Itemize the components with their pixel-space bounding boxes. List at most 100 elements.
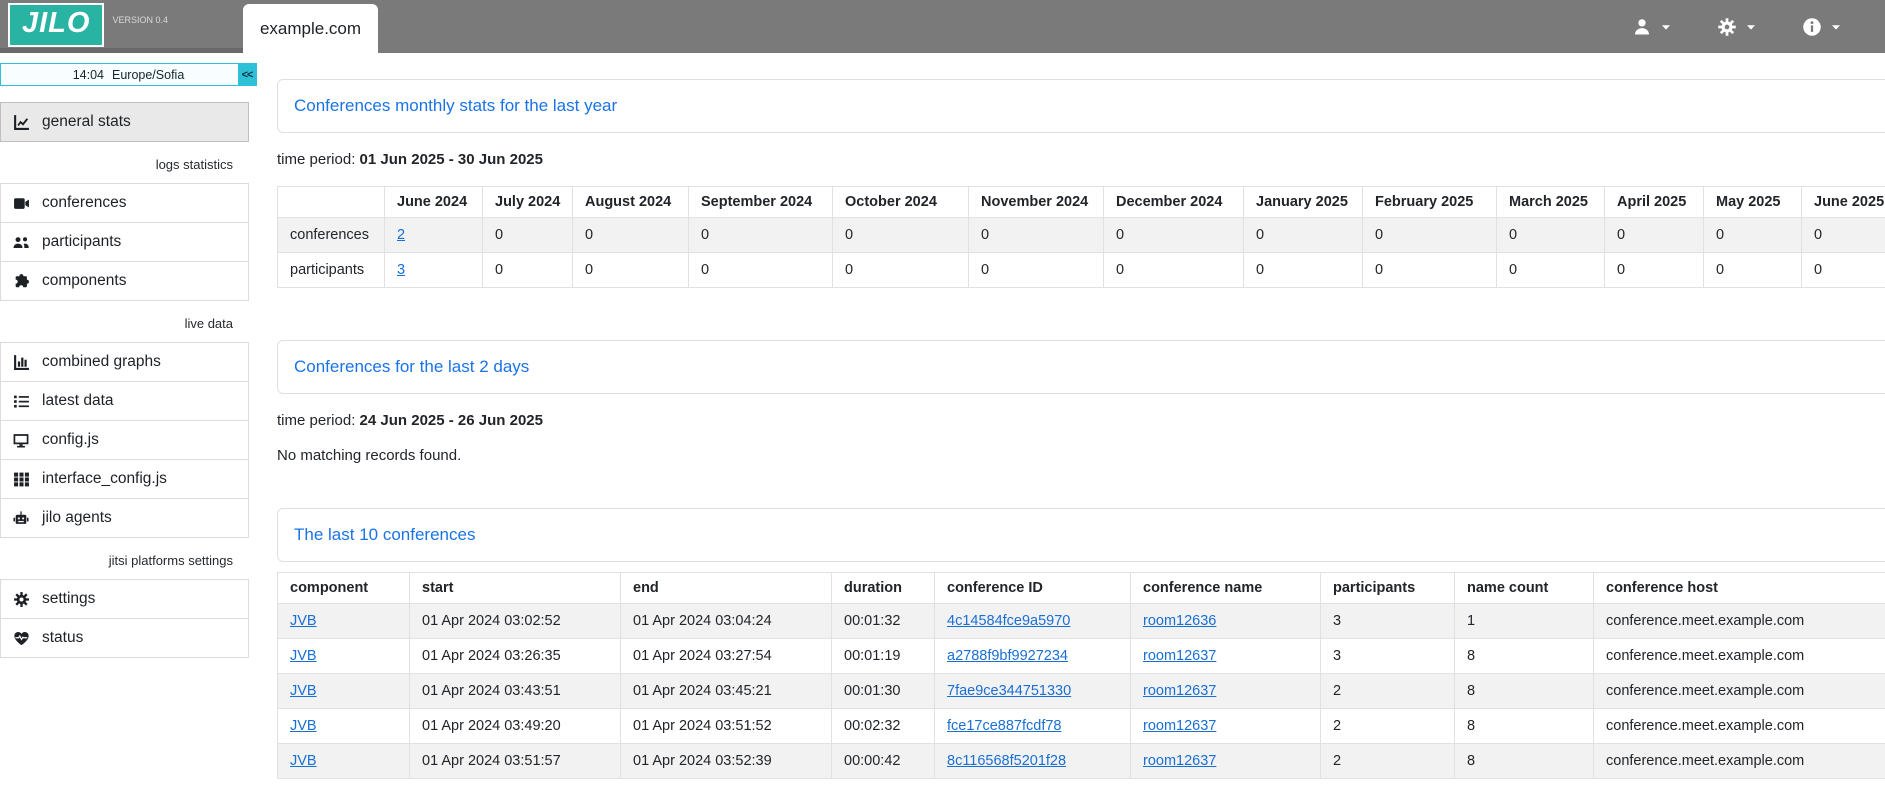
time-period-label: time period: (277, 151, 356, 168)
table-cell: 01 Apr 2024 03:27:54 (620, 638, 832, 674)
info-menu-toggle[interactable] (1802, 17, 1841, 37)
last-10-conferences-table: component start end duration conference ID co… (277, 572, 1885, 779)
cell-link[interactable]: JVB (290, 718, 317, 734)
table-cell: JVB (277, 673, 410, 709)
cell-link[interactable]: JVB (290, 613, 317, 629)
sidebar-item-label: combined graphs (42, 353, 161, 370)
table-cell: 00:01:19 (831, 638, 935, 674)
sidebar-item-status[interactable]: status (0, 618, 249, 658)
last-2-days-title[interactable]: Conferences for the last 2 days (294, 357, 530, 376)
time-period-value: 24 Jun 2025 - 26 Jun 2025 (359, 412, 543, 429)
settings-menu-toggle[interactable] (1717, 17, 1756, 37)
table-cell: 01 Apr 2024 03:26:35 (409, 638, 621, 674)
column-header: start (409, 572, 621, 604)
sidebar-item-settings[interactable]: settings (0, 579, 249, 619)
cell-link[interactable]: 4c14584fce9a5970 (947, 613, 1071, 629)
header-menus (1632, 0, 1885, 53)
sidebar-item-interface-config-js[interactable]: interface_config.js (0, 459, 249, 499)
sidebar-item-jilo-agents[interactable]: jilo agents (0, 498, 249, 538)
sidebar-item-label: status (42, 629, 84, 646)
table-cell: room12637 (1130, 708, 1321, 744)
info-icon (1802, 17, 1822, 37)
sidebar-item-participants[interactable]: participants (0, 222, 249, 262)
table-cell: fce17ce887fcdf78 (934, 708, 1131, 744)
cell-link[interactable]: room12637 (1143, 648, 1217, 664)
table-cell: 01 Apr 2024 03:43:51 (409, 673, 621, 709)
last-10-title[interactable]: The last 10 conferences (294, 525, 476, 544)
sidebar-item-latest-data[interactable]: latest data (0, 381, 249, 421)
cell-link[interactable]: JVB (290, 683, 317, 699)
cell-link[interactable]: 7fae9ce344751330 (947, 683, 1072, 699)
cell-link[interactable]: fce17ce887fcdf78 (947, 718, 1062, 734)
table-cell: JVB (277, 708, 410, 744)
column-header: June 2024 (384, 186, 483, 218)
table-cell: conferences (277, 217, 385, 253)
column-header: January 2025 (1243, 186, 1363, 218)
main-content: Conferences monthly stats for the last y… (277, 53, 1885, 809)
table-cell: 7fae9ce344751330 (934, 673, 1131, 709)
table-row: JVB 01 Apr 2024 03:26:35 01 Apr 2024 03:27… (277, 638, 1885, 674)
puzzle-piece-icon (11, 273, 31, 290)
sidebar-item-label: components (42, 272, 127, 289)
table-cell: 0 (1496, 217, 1605, 253)
table-cell: participants (277, 252, 385, 288)
sidebar-item-label: participants (42, 233, 122, 250)
user-menu-toggle[interactable] (1632, 17, 1671, 37)
sidebar-item-conferences[interactable]: conferences (0, 183, 249, 223)
column-header: March 2025 (1496, 186, 1605, 218)
list-icon (11, 393, 31, 410)
section-label-logs-statistics: logs statistics (155, 157, 233, 172)
column-header: December 2024 (1103, 186, 1244, 218)
cell-link[interactable]: room12636 (1143, 613, 1217, 629)
cell-link[interactable]: room12637 (1143, 718, 1217, 734)
no-records-message: No matching records found. (277, 447, 462, 464)
table-cell: 0 (688, 252, 833, 288)
table-row: conferences 2 0 0 0 0 0 0 0 0 0 0 0 0 (277, 217, 1885, 253)
sidebar-collapse-button[interactable]: << (238, 64, 256, 85)
video-camera-icon (11, 195, 31, 212)
table-cell: 00:01:30 (831, 673, 935, 709)
cell-link[interactable]: room12637 (1143, 753, 1217, 769)
cell-link[interactable]: JVB (290, 753, 317, 769)
clock-timezone: Europe/Sofia (112, 67, 185, 82)
column-header: component (277, 572, 410, 604)
table-cell: 0 (1604, 217, 1704, 253)
sidebar-item-combined-graphs[interactable]: combined graphs (0, 342, 249, 382)
sidebar-item-label: jilo agents (42, 509, 112, 526)
monthly-stats-title[interactable]: Conferences monthly stats for the last y… (294, 96, 618, 115)
table-cell: 0 (1496, 252, 1605, 288)
monthly-stats-table: June 2024 July 2024 August 2024 September 2… (277, 186, 1885, 288)
cell-link[interactable]: 8c116568f5201f28 (947, 753, 1067, 769)
sidebar-nav: general stats logs statistics conference… (0, 102, 249, 658)
app-header: JILO VERSION 0.4 example.com (0, 0, 1885, 53)
table-cell: 01 Apr 2024 03:51:52 (620, 708, 832, 744)
app-logo[interactable]: JILO (8, 2, 105, 47)
cell-link[interactable]: a2788f9bf9927234 (947, 648, 1068, 664)
column-header: conference host (1593, 572, 1885, 604)
last-2-days-card-header: Conferences for the last 2 days (277, 340, 1885, 394)
table-row: JVB 01 Apr 2024 03:51:57 01 Apr 2024 03:52… (277, 743, 1885, 779)
table-cell: 2 (1320, 708, 1455, 744)
table-cell: JVB (277, 743, 410, 779)
column-header: name count (1454, 572, 1594, 604)
section-label-live-data: live data (184, 316, 233, 331)
column-header: February 2025 (1362, 186, 1497, 218)
cell-link[interactable]: 3 (397, 262, 406, 278)
cell-link[interactable]: 2 (397, 227, 406, 243)
users-icon (11, 234, 31, 251)
sidebar-item-general-stats[interactable]: general stats (0, 102, 249, 142)
table-cell: JVB (277, 603, 410, 639)
table-cell: 0 (1103, 217, 1244, 253)
table-cell: conference.meet.example.com (1593, 638, 1885, 674)
cell-link[interactable]: JVB (290, 648, 317, 664)
table-cell: conference.meet.example.com (1593, 673, 1885, 709)
robot-icon (11, 510, 31, 527)
sidebar-item-components[interactable]: components (0, 261, 249, 301)
sidebar-item-config-js[interactable]: config.js (0, 420, 249, 460)
table-cell: 0 (832, 252, 969, 288)
table-cell: 0 (1362, 217, 1497, 253)
table-cell: 0 (1103, 252, 1244, 288)
cell-link[interactable]: room12637 (1143, 683, 1217, 699)
logo-section: JILO VERSION 0.4 (0, 0, 243, 53)
platform-tab[interactable]: example.com (243, 4, 378, 53)
